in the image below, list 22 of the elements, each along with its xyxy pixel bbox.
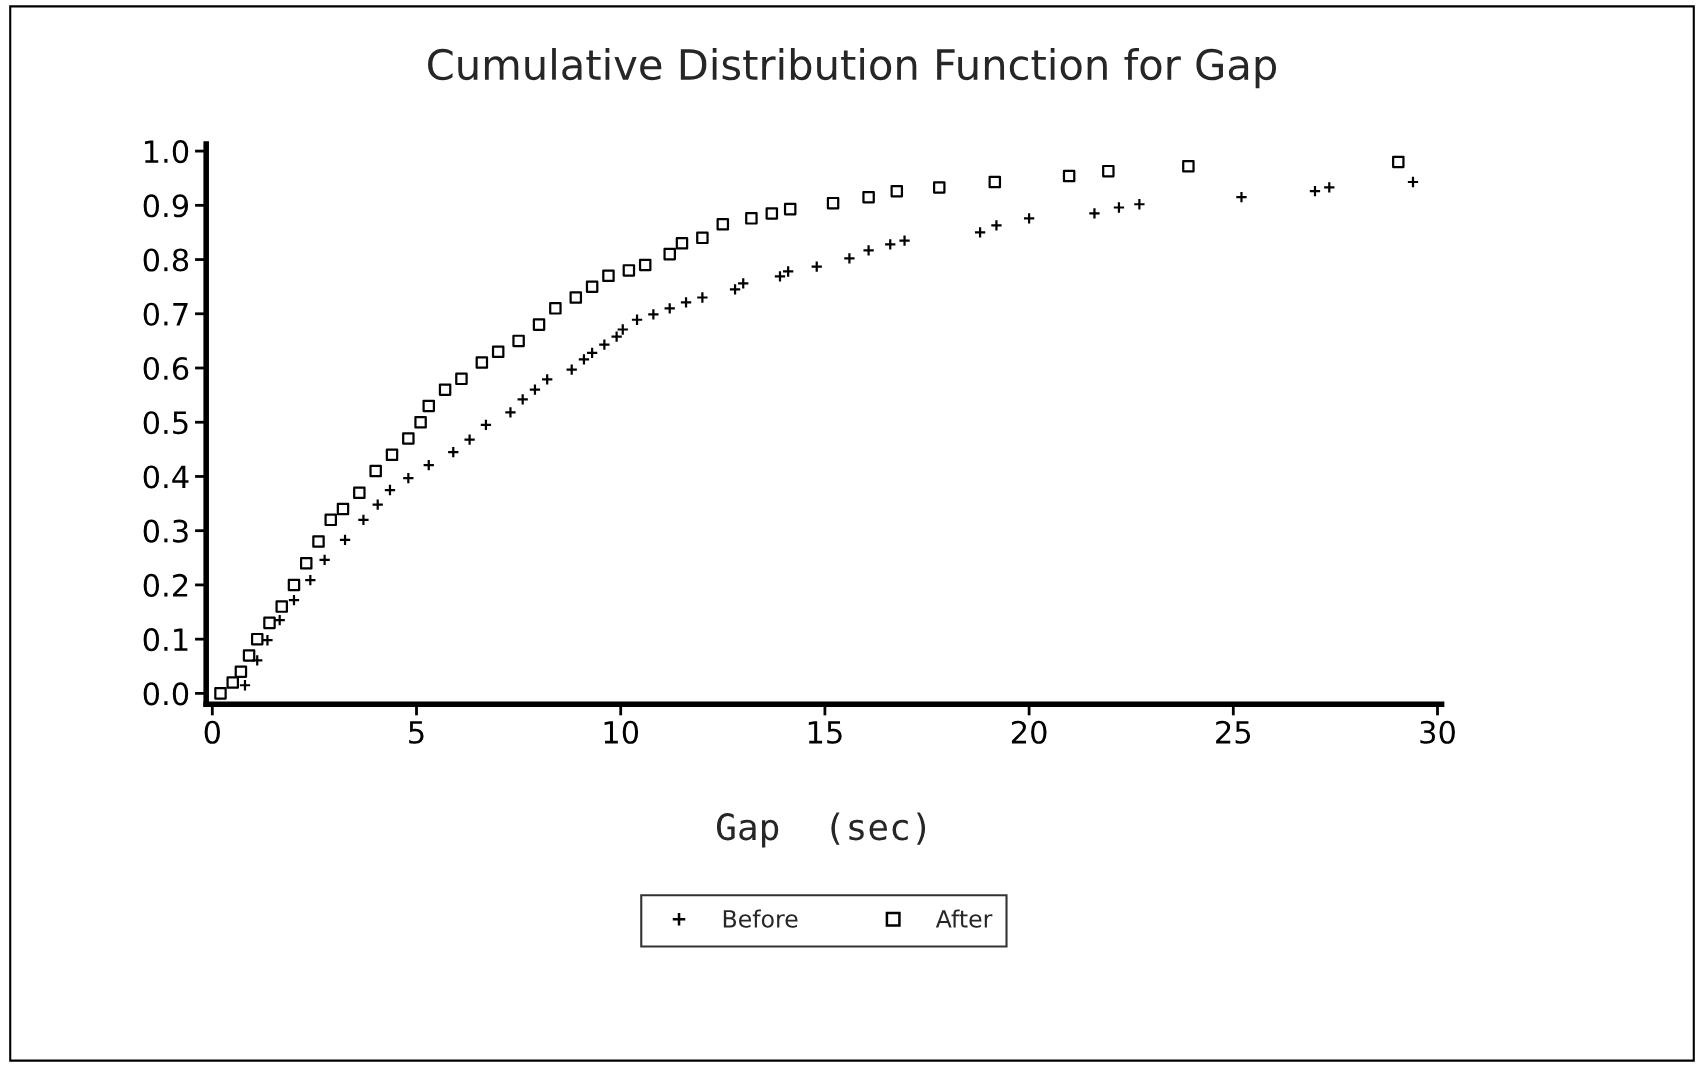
x-tick-label: 15: [808, 721, 842, 744]
y-tick-label: 0.2: [143, 573, 188, 597]
legend-label: After: [935, 909, 993, 928]
y-tick-label: 0.6: [143, 356, 189, 381]
x-axis-title: Gap (sec): [716, 812, 926, 848]
y-tick-label: 0.3: [143, 519, 188, 543]
y-tick-label: 0.5: [143, 411, 188, 435]
y-tick-label: 0.0: [143, 682, 189, 706]
y-tick-label: 0.4: [143, 465, 189, 489]
x-tick-label: 25: [1216, 720, 1251, 744]
y-tick-label: 0.7: [143, 302, 188, 326]
x-tick-label: 5: [409, 721, 424, 744]
y-tick-label: 0.8: [143, 248, 189, 272]
y-tick-label: 0.1: [143, 628, 188, 652]
x-tick-label: 10: [604, 720, 639, 744]
x-tick-label: 20: [1011, 720, 1047, 744]
y-tick-label: 0.9: [143, 194, 189, 218]
y-tick-label: 1.0: [144, 140, 189, 164]
chart-title: Cumulative Distribution Function for Gap: [428, 48, 1277, 89]
x-tick-label: 30: [1420, 720, 1455, 744]
x-tick-label: 0: [204, 720, 220, 744]
legend-label: Before: [723, 909, 798, 928]
